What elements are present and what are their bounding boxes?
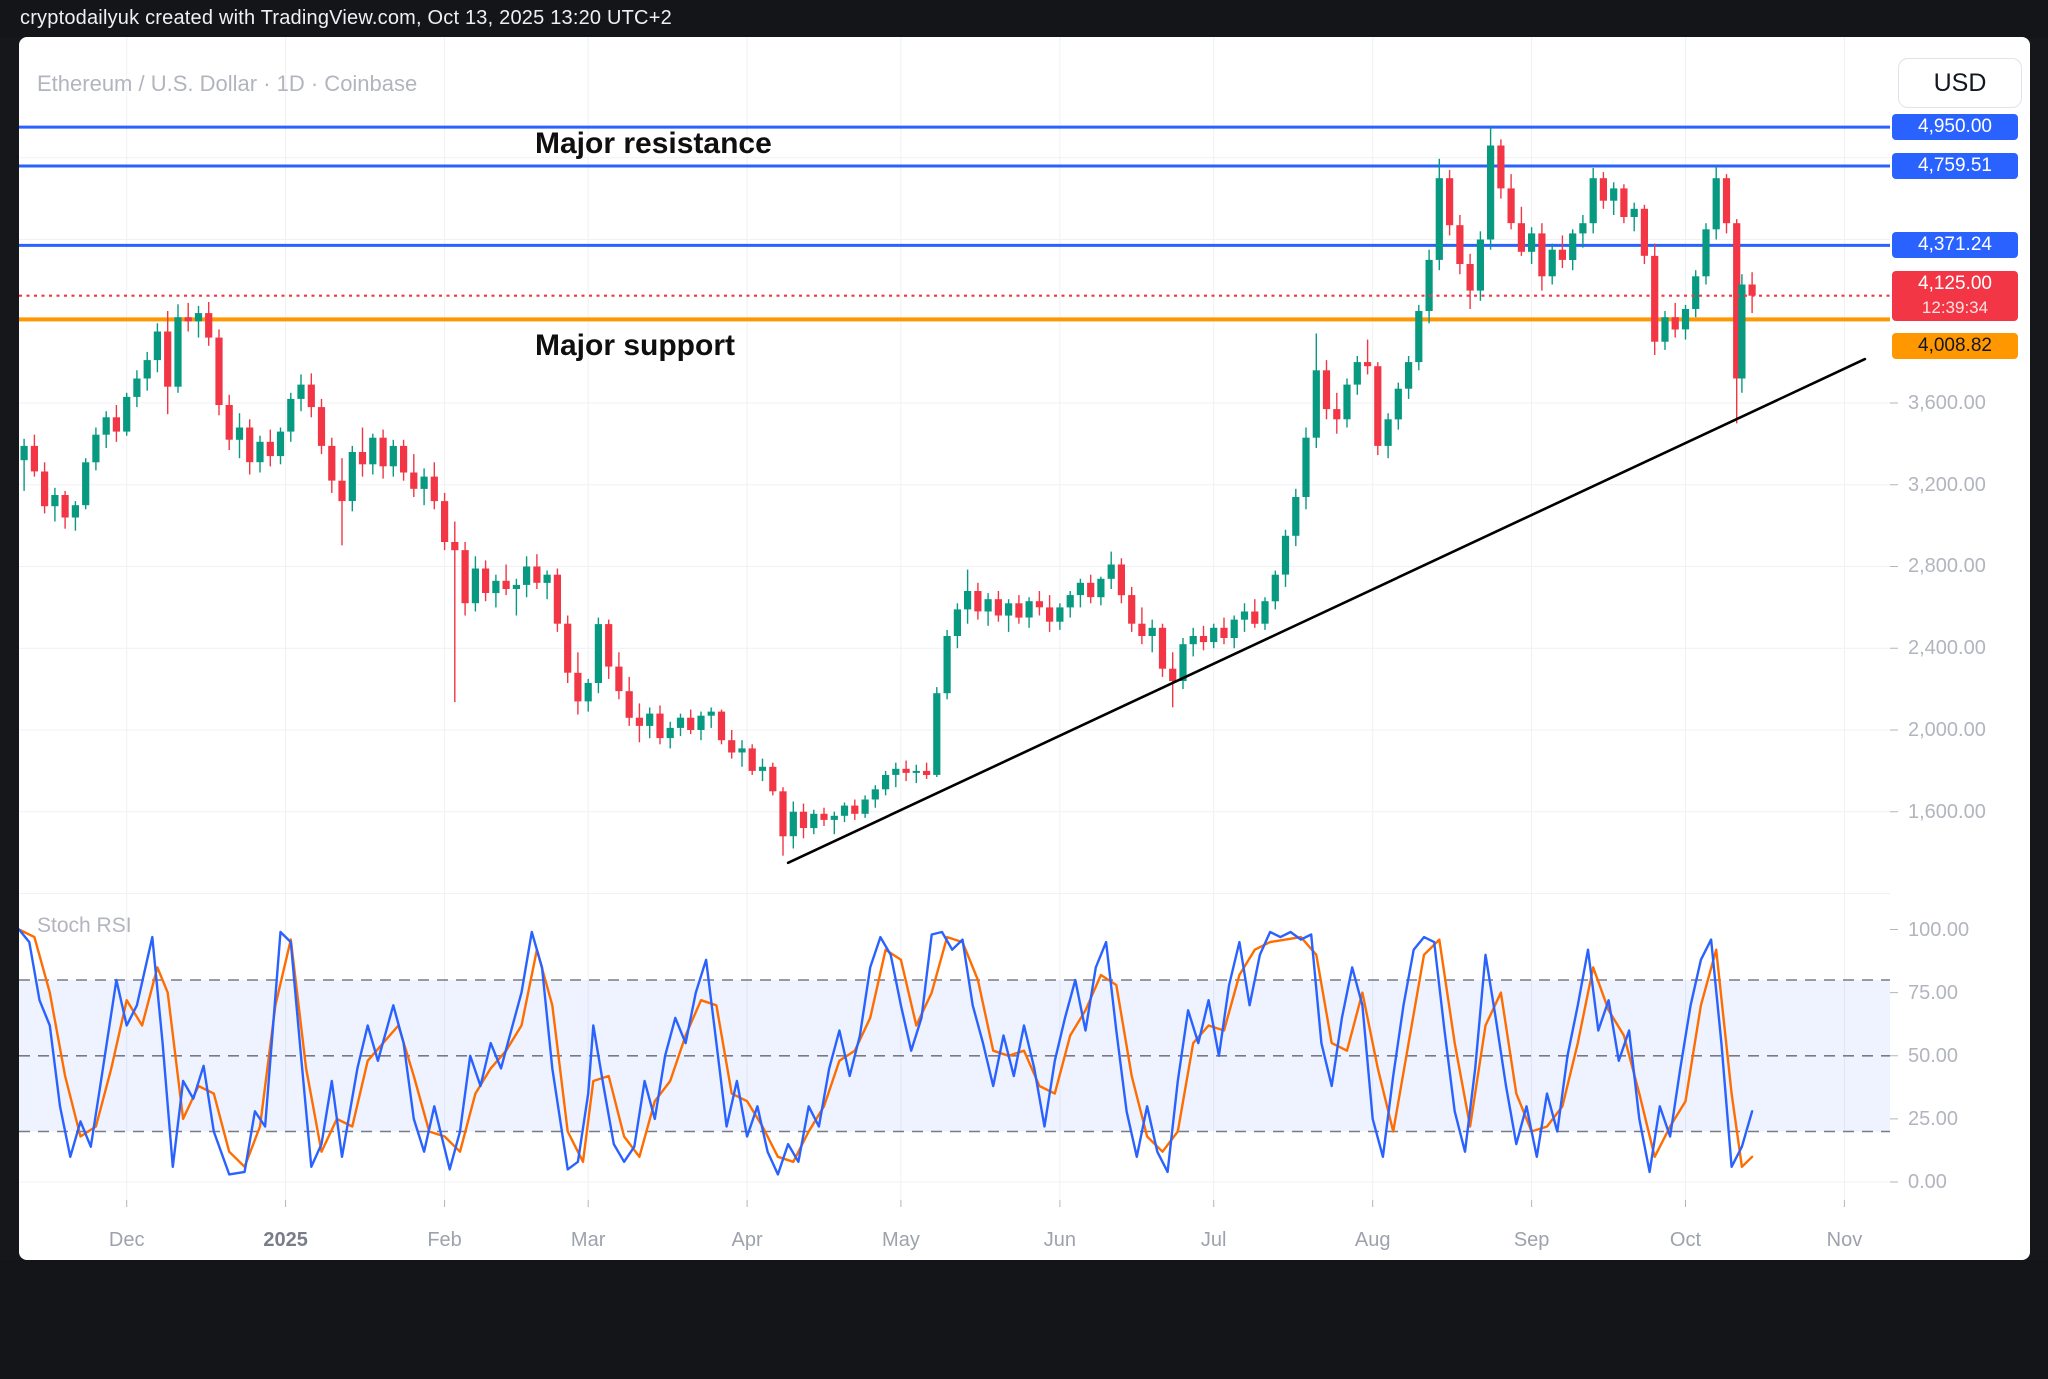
chart-panel: Ethereum / U.S. Dollar · 1D · Coinbase M…: [19, 37, 2030, 1260]
month-label-apr: Apr: [731, 1229, 763, 1251]
month-label-mar: Mar: [570, 1229, 606, 1251]
price-tick-label: 2,400.00: [1908, 637, 1986, 660]
stoch-tick-label: 50.00: [1908, 1044, 1959, 1067]
header-credit: cryptodailyuk created with TradingView.c…: [20, 7, 672, 29]
month-label-jun: Jun: [1043, 1229, 1077, 1251]
annotation-major-support: Major support: [535, 329, 735, 362]
month-label-aug: Aug: [1354, 1229, 1391, 1251]
currency-button[interactable]: USD: [1898, 58, 2022, 108]
month-label-sep: Sep: [1513, 1229, 1550, 1251]
stoch-tick-label: 100.00: [1908, 918, 1970, 941]
price-tick-label: 2,800.00: [1908, 555, 1986, 578]
annotation-major-resistance: Major resistance: [535, 127, 772, 160]
price-tag-last-price: 4,125.00 12:39:34: [1892, 271, 2018, 321]
month-label-jul: Jul: [1200, 1229, 1227, 1251]
month-label-may: May: [882, 1229, 920, 1251]
month-label-oct: Oct: [1669, 1229, 1702, 1251]
stoch-tick-label: 25.00: [1908, 1107, 1959, 1130]
stoch-tick-label: 75.00: [1908, 981, 1959, 1004]
price-tag-value: 4,008.82: [1918, 335, 1992, 356]
footer-bar: TradingView: [0, 1260, 2048, 1379]
price-tick-label: 1,600.00: [1908, 800, 1986, 823]
price-tag-value: 4,125.00: [1918, 273, 1992, 294]
header-bar: cryptodailyuk created with TradingView.c…: [0, 0, 2048, 37]
time-axis[interactable]: Dec 2025 Feb Mar Apr May Jun Jul Aug Sep Oct Nov: [19, 1200, 1890, 1260]
price-tick-label: 2,000.00: [1908, 718, 1986, 741]
price-tag-resistance-1: 4,950.00: [1892, 114, 2018, 140]
month-label-2025: 2025: [263, 1229, 308, 1251]
price-axis[interactable]: 3,600.00 3,200.00 2,800.00 2,400.00 2,000.00…: [1890, 37, 2030, 1260]
indicator-label: Stoch RSI: [37, 914, 132, 937]
price-tag-resistance-2: 4,759.51: [1892, 153, 2018, 179]
price-tag-value: 4,371.24: [1918, 234, 1992, 255]
price-tag-support: 4,008.82: [1892, 333, 2018, 359]
price-tick-label: 3,600.00: [1908, 392, 1986, 414]
price-tag-mid-level: 4,371.24: [1892, 232, 2018, 258]
stoch-tick-label: 0.00: [1908, 1171, 1947, 1193]
symbol-title: Ethereum / U.S. Dollar · 1D · Coinbase: [37, 71, 418, 96]
price-tag-value: 4,759.51: [1918, 155, 1992, 176]
price-tick-label: 3,200.00: [1908, 473, 1986, 496]
month-label-nov: Nov: [1826, 1229, 1863, 1251]
bar-countdown: 12:39:34: [1921, 298, 1989, 317]
month-label-dec: Dec: [108, 1229, 145, 1251]
month-label-feb: Feb: [427, 1229, 462, 1251]
chart-plot[interactable]: [19, 37, 2030, 1260]
price-tag-value: 4,950.00: [1918, 116, 1992, 137]
